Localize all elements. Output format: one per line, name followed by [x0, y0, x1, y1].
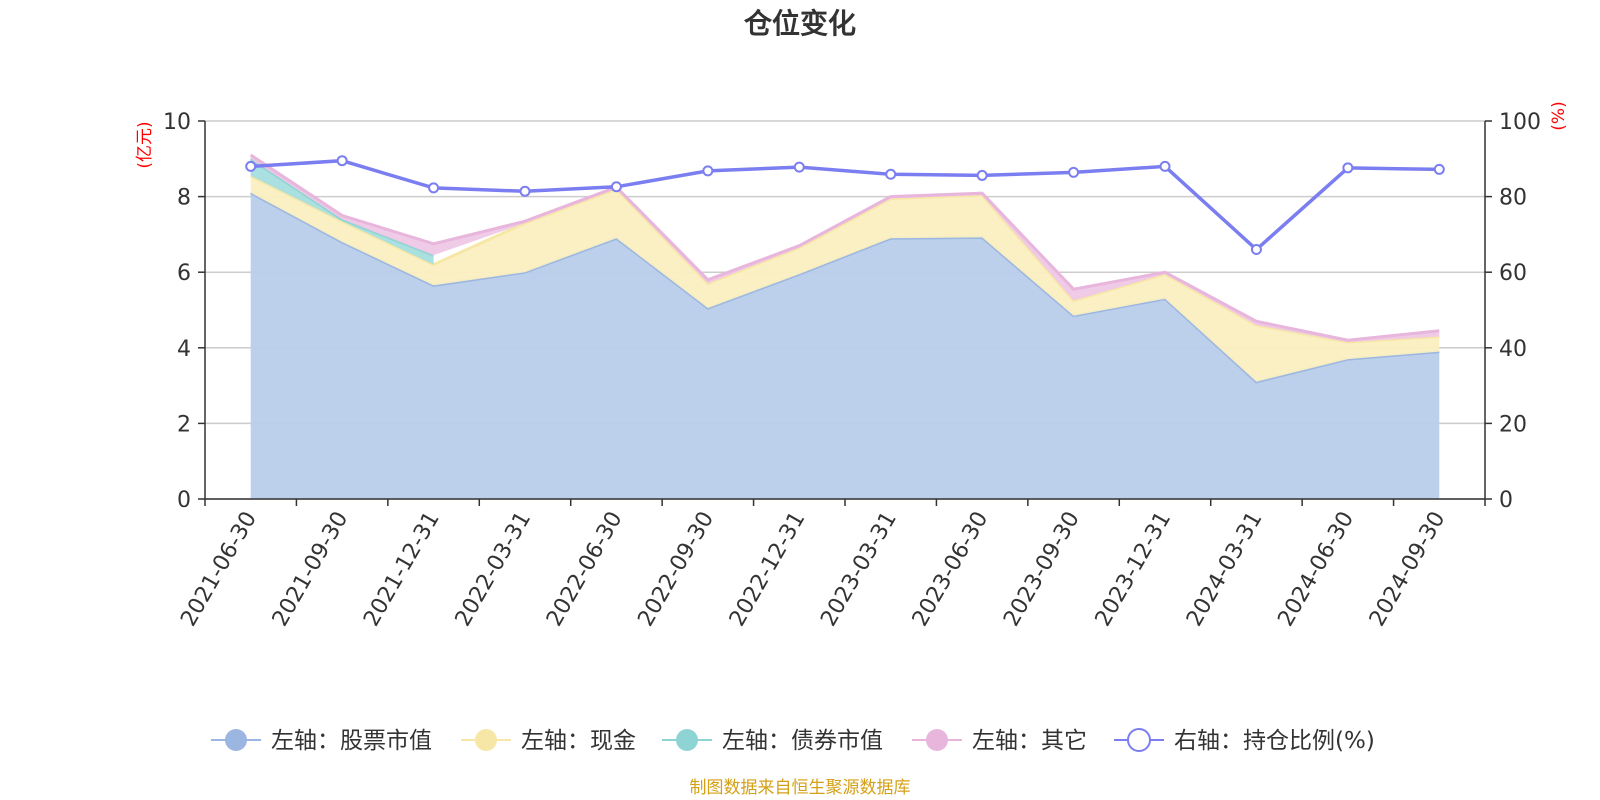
- legend-marker-1: [475, 729, 497, 751]
- right-axis-tick-label: 40: [1499, 337, 1527, 362]
- line-point: [519, 185, 531, 197]
- area-series-1: [250, 175, 1440, 382]
- x-axis-tick-label: 2022-09-30: [633, 508, 719, 631]
- x-axis-tick-label: 2024-03-31: [1182, 508, 1268, 631]
- legend-label-3: 左轴：其它: [972, 728, 1087, 754]
- line-point: [428, 182, 440, 194]
- left-axis-tick-label: 2: [177, 412, 191, 437]
- chart-title: 仓位变化: [744, 7, 856, 40]
- x-axis-tick-label: 2023-12-31: [1091, 508, 1177, 631]
- line-series-4: [250, 158, 1440, 252]
- area-edge-series-3: [249, 153, 1440, 342]
- right-axis-tick-label: 100: [1499, 110, 1541, 135]
- x-axis-tick-label: 2022-12-31: [725, 508, 811, 631]
- legend-marker-4: [1127, 728, 1151, 752]
- left-axis-tick-label: 6: [177, 261, 191, 286]
- line-point: [336, 155, 348, 167]
- legend: 左轴：股票市值 左轴：现金 左轴：债券市值 左轴：其它 右轴：持仓比例(%): [211, 728, 1375, 754]
- right-axis-tick-label: 60: [1499, 261, 1527, 286]
- line-point: [976, 169, 988, 181]
- line-point: [1068, 166, 1080, 178]
- data-source-note: 制图数据来自恒生聚源数据库: [690, 778, 911, 798]
- stacked-areas: [249, 153, 1440, 500]
- x-axis-tick-label: 2024-06-30: [1273, 508, 1359, 631]
- legend-label-2: 左轴：债券市值: [722, 728, 883, 754]
- left-axis-tick-label: 8: [177, 186, 191, 211]
- ratio-line: [245, 155, 1445, 256]
- line-point: [1159, 160, 1171, 172]
- legend-marker-3: [926, 729, 948, 751]
- right-axis-unit: (%): [1549, 101, 1569, 130]
- x-axis-tick-label: 2021-06-30: [176, 508, 262, 631]
- line-point: [793, 161, 805, 173]
- right-axis-tick-label: 0: [1499, 488, 1513, 513]
- line-point: [1250, 244, 1262, 256]
- left-axis-tick-label: 0: [177, 488, 191, 513]
- x-axis-tick-label: 2022-03-31: [451, 508, 537, 631]
- left-axis-tick-label: 10: [163, 110, 191, 135]
- line-point: [1433, 163, 1445, 175]
- line-point: [245, 160, 257, 172]
- x-axis-tick-label: 2023-03-31: [816, 508, 902, 631]
- x-axis-tick-label: 2022-06-30: [542, 508, 628, 631]
- legend-marker-2: [676, 729, 698, 751]
- left-axis-unit: (亿元): [135, 121, 155, 168]
- x-axis-tick-label: 2024-09-30: [1365, 508, 1451, 631]
- area-series-0: [250, 192, 1440, 500]
- left-axis-tick-label: 4: [177, 337, 191, 362]
- right-axis-tick-label: 80: [1499, 186, 1527, 211]
- legend-marker-0: [225, 729, 247, 751]
- line-point: [702, 165, 714, 177]
- x-axis-tick-label: 2021-09-30: [268, 508, 354, 631]
- line-point: [610, 181, 622, 193]
- legend-label-4: 右轴：持仓比例(%): [1174, 728, 1375, 754]
- x-axis-tick-label: 2021-12-31: [359, 507, 445, 630]
- legend-label-1: 左轴：现金: [521, 728, 636, 754]
- right-axis-tick-label: 20: [1499, 412, 1527, 437]
- x-axis-tick-label: 2023-06-30: [908, 507, 994, 630]
- line-point: [1342, 162, 1354, 174]
- line-point: [885, 168, 897, 180]
- x-axis-tick-label: 2023-09-30: [999, 508, 1085, 631]
- legend-label-0: 左轴：股票市值: [271, 728, 432, 754]
